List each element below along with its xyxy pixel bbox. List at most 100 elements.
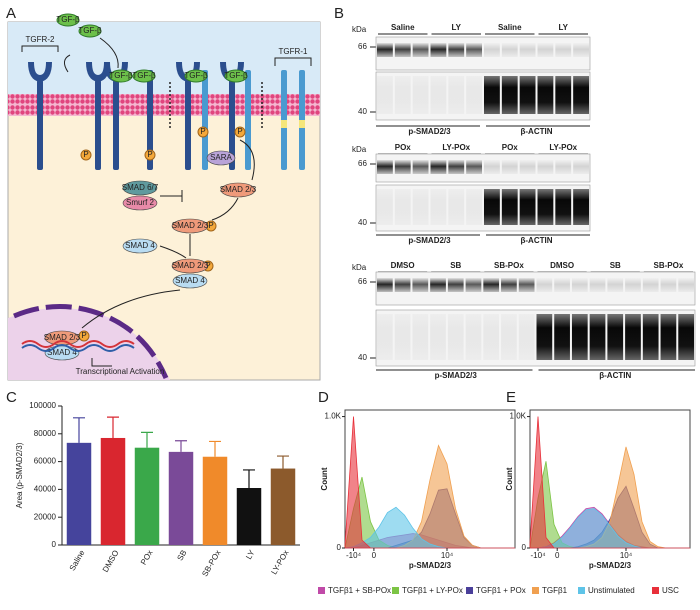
receptor-box	[281, 120, 287, 128]
lane-header: LY-POx	[442, 143, 470, 152]
band	[501, 189, 518, 225]
smurf2	[122, 195, 158, 211]
bracket	[274, 57, 312, 66]
lane-header: SB-POx	[654, 261, 684, 270]
panel-label: B	[334, 5, 344, 22]
protein-label: β-ACTIN	[599, 371, 631, 380]
band	[518, 278, 535, 292]
band	[589, 314, 606, 360]
band	[554, 278, 570, 292]
band	[518, 314, 535, 360]
phospho-label: P	[81, 331, 86, 340]
band	[466, 189, 482, 225]
band	[519, 160, 536, 174]
phospho	[144, 149, 156, 161]
phospho-label: P	[147, 150, 152, 159]
band	[501, 160, 518, 174]
lane-header: SB-POx	[494, 261, 524, 270]
band	[448, 160, 465, 174]
band	[501, 43, 518, 57]
nuclear-envelope	[13, 303, 169, 379]
marker-label: 66	[358, 277, 367, 286]
band	[555, 189, 572, 225]
receptor	[95, 80, 101, 170]
y-tick-label: 0	[522, 543, 527, 552]
band	[394, 160, 411, 174]
band	[394, 278, 411, 292]
x-tick-label: SB-POx	[200, 549, 222, 579]
panel-label: C	[6, 389, 17, 406]
smad4-label: SMAD 4	[125, 241, 155, 250]
x-tick-label: Saline	[68, 548, 87, 572]
kda-label: kDa	[352, 145, 367, 154]
band	[607, 278, 624, 292]
transcription-label: Transcriptional Activation	[76, 367, 165, 376]
legend-label: TGFβ1 + LY-POx	[402, 586, 463, 595]
legend-label: USC	[662, 586, 679, 595]
phospho	[80, 149, 92, 161]
arrow	[81, 289, 181, 329]
y-axis-label: Area (p-SMAD2/3)	[15, 442, 24, 508]
arrow	[211, 139, 255, 221]
band	[536, 278, 553, 292]
bar	[270, 468, 296, 545]
band	[377, 43, 393, 57]
smad67-label: SMAD 6/7	[122, 183, 159, 192]
band	[501, 76, 518, 114]
band	[555, 160, 572, 174]
band	[412, 43, 429, 57]
sara	[206, 150, 236, 166]
panel-label: E	[506, 389, 516, 406]
band	[571, 314, 588, 360]
band	[642, 314, 659, 360]
band	[554, 314, 570, 360]
phospho-label: P	[237, 127, 242, 136]
x-tick-label: POx	[139, 549, 155, 567]
phospho	[78, 330, 90, 342]
legend-label: TGFβ1 + POx	[476, 586, 526, 595]
band	[412, 278, 429, 292]
band	[536, 314, 553, 360]
arrow	[64, 54, 71, 73]
ligand	[109, 69, 133, 83]
y-tick-label: 80000	[34, 429, 57, 438]
blot-bottom	[375, 309, 696, 367]
x-tick-label: 0	[372, 551, 377, 560]
band	[377, 76, 393, 114]
receptor	[185, 80, 191, 170]
density-area	[344, 416, 515, 549]
y-tick-label: 0	[337, 543, 342, 552]
band	[484, 160, 500, 174]
band	[573, 160, 589, 174]
band	[448, 189, 465, 225]
y-tick-label: 20000	[34, 512, 57, 521]
band	[678, 314, 694, 360]
band	[484, 189, 500, 225]
ligand	[184, 69, 208, 83]
extracellular	[8, 22, 320, 94]
lane-header: SB	[450, 261, 461, 270]
ligand	[56, 13, 80, 27]
blot-bottom	[375, 71, 591, 121]
band	[377, 160, 393, 174]
panel-label: A	[6, 5, 16, 22]
x-tick-label: 10⁴	[620, 551, 633, 560]
receptor	[229, 80, 235, 170]
receptor-label: TGFR-1	[279, 47, 308, 56]
x-tick-label: 10⁴	[441, 551, 454, 560]
x-tick-label: DMSO	[101, 549, 121, 574]
receptor	[147, 70, 153, 170]
band	[660, 314, 677, 360]
protein-label: p-SMAD2/3	[408, 127, 451, 136]
phospho-label: P	[200, 127, 205, 136]
band	[484, 43, 500, 57]
lane-header: DMSO	[391, 261, 415, 270]
error-bar	[209, 440, 221, 457]
ligand-label: TGF-β	[78, 26, 102, 35]
band	[466, 76, 482, 114]
lane-header: LY	[452, 23, 462, 32]
x-tick-label: -10⁴	[346, 551, 362, 560]
band	[430, 76, 447, 114]
smad4	[122, 238, 158, 254]
